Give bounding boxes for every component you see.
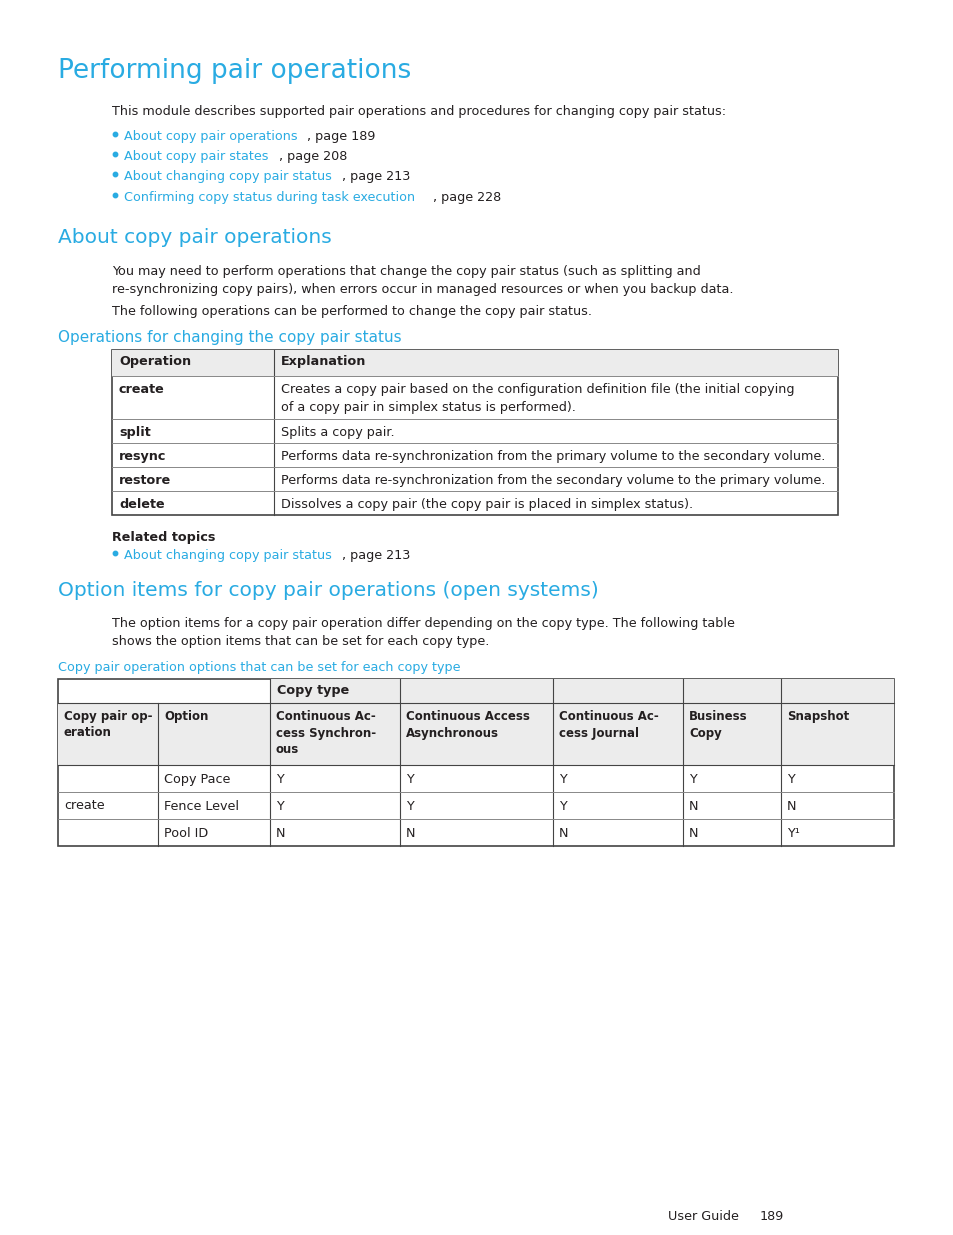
Text: , page 208: , page 208	[278, 149, 347, 163]
Text: Fence Level: Fence Level	[164, 800, 239, 813]
Text: Operation: Operation	[119, 354, 191, 368]
Bar	[112, 350, 837, 515]
Text: About copy pair operations: About copy pair operations	[58, 228, 332, 247]
Bar	[58, 703, 893, 764]
Text: Y: Y	[558, 773, 566, 785]
Bar	[58, 679, 893, 846]
Text: Continuous Ac-
cess Synchron-
ous: Continuous Ac- cess Synchron- ous	[275, 710, 375, 756]
Text: Snapshot: Snapshot	[786, 710, 848, 722]
Text: Creates a copy pair based on the configuration definition file (the initial copy: Creates a copy pair based on the configu…	[281, 383, 794, 414]
Text: N: N	[275, 827, 285, 840]
Text: , page 228: , page 228	[433, 191, 501, 204]
Text: split: split	[119, 426, 151, 438]
Text: Pool ID: Pool ID	[164, 827, 208, 840]
Text: resync: resync	[119, 450, 166, 463]
Text: Y: Y	[406, 773, 414, 785]
Text: N: N	[786, 800, 796, 813]
Text: Y: Y	[558, 800, 566, 813]
Text: You may need to perform operations that change the copy pair status (such as spl: You may need to perform operations that …	[112, 266, 733, 296]
Text: create: create	[119, 383, 165, 396]
Text: Performs data re-synchronization from the secondary volume to the primary volume: Performs data re-synchronization from th…	[281, 474, 824, 487]
Text: Splits a copy pair.: Splits a copy pair.	[281, 426, 395, 438]
Text: The following operations can be performed to change the copy pair status.: The following operations can be performe…	[112, 305, 592, 317]
Text: Option: Option	[164, 710, 208, 722]
Text: Option items for copy pair operations (open systems): Option items for copy pair operations (o…	[58, 580, 598, 600]
Text: , page 213: , page 213	[341, 550, 410, 562]
Text: Y: Y	[406, 800, 414, 813]
Text: Y: Y	[688, 773, 696, 785]
Text: N: N	[558, 827, 568, 840]
Bar	[270, 679, 893, 703]
Text: About copy pair states: About copy pair states	[124, 149, 268, 163]
Text: Business
Copy: Business Copy	[688, 710, 747, 740]
Text: Performing pair operations: Performing pair operations	[58, 58, 411, 84]
Text: The option items for a copy pair operation differ depending on the copy type. Th: The option items for a copy pair operati…	[112, 618, 734, 648]
Text: Copy Pace: Copy Pace	[164, 773, 230, 785]
Text: About changing copy pair status: About changing copy pair status	[124, 550, 332, 562]
Text: Y¹: Y¹	[786, 827, 799, 840]
Text: Performs data re-synchronization from the primary volume to the secondary volume: Performs data re-synchronization from th…	[281, 450, 824, 463]
Text: delete: delete	[119, 498, 165, 511]
Text: N: N	[688, 827, 698, 840]
Text: About copy pair operations: About copy pair operations	[124, 130, 297, 143]
Text: This module describes supported pair operations and procedures for changing copy: This module describes supported pair ope…	[112, 105, 725, 119]
Text: Continuous Ac-
cess Journal: Continuous Ac- cess Journal	[558, 710, 659, 740]
Text: Y: Y	[786, 773, 794, 785]
Text: Y: Y	[275, 773, 283, 785]
Text: Copy pair operation options that can be set for each copy type: Copy pair operation options that can be …	[58, 661, 460, 674]
Text: N: N	[406, 827, 416, 840]
Text: Confirming copy status during task execution: Confirming copy status during task execu…	[124, 191, 415, 204]
Text: User Guide: User Guide	[667, 1210, 739, 1223]
Text: , page 213: , page 213	[341, 170, 410, 183]
Text: 189: 189	[760, 1210, 783, 1223]
Text: N: N	[688, 800, 698, 813]
Text: Explanation: Explanation	[281, 354, 366, 368]
Text: Related topics: Related topics	[112, 531, 215, 543]
Text: Y: Y	[275, 800, 283, 813]
Text: Copy pair op-
eration: Copy pair op- eration	[64, 710, 152, 740]
Text: Operations for changing the copy pair status: Operations for changing the copy pair st…	[58, 330, 401, 345]
Text: Continuous Access
Asynchronous: Continuous Access Asynchronous	[406, 710, 529, 740]
Text: restore: restore	[119, 474, 172, 487]
Text: Copy type: Copy type	[276, 684, 349, 697]
Text: , page 189: , page 189	[307, 130, 375, 143]
Text: About changing copy pair status: About changing copy pair status	[124, 170, 332, 183]
Text: create: create	[64, 799, 105, 811]
Text: Dissolves a copy pair (the copy pair is placed in simplex status).: Dissolves a copy pair (the copy pair is …	[281, 498, 693, 511]
Bar	[112, 350, 837, 375]
